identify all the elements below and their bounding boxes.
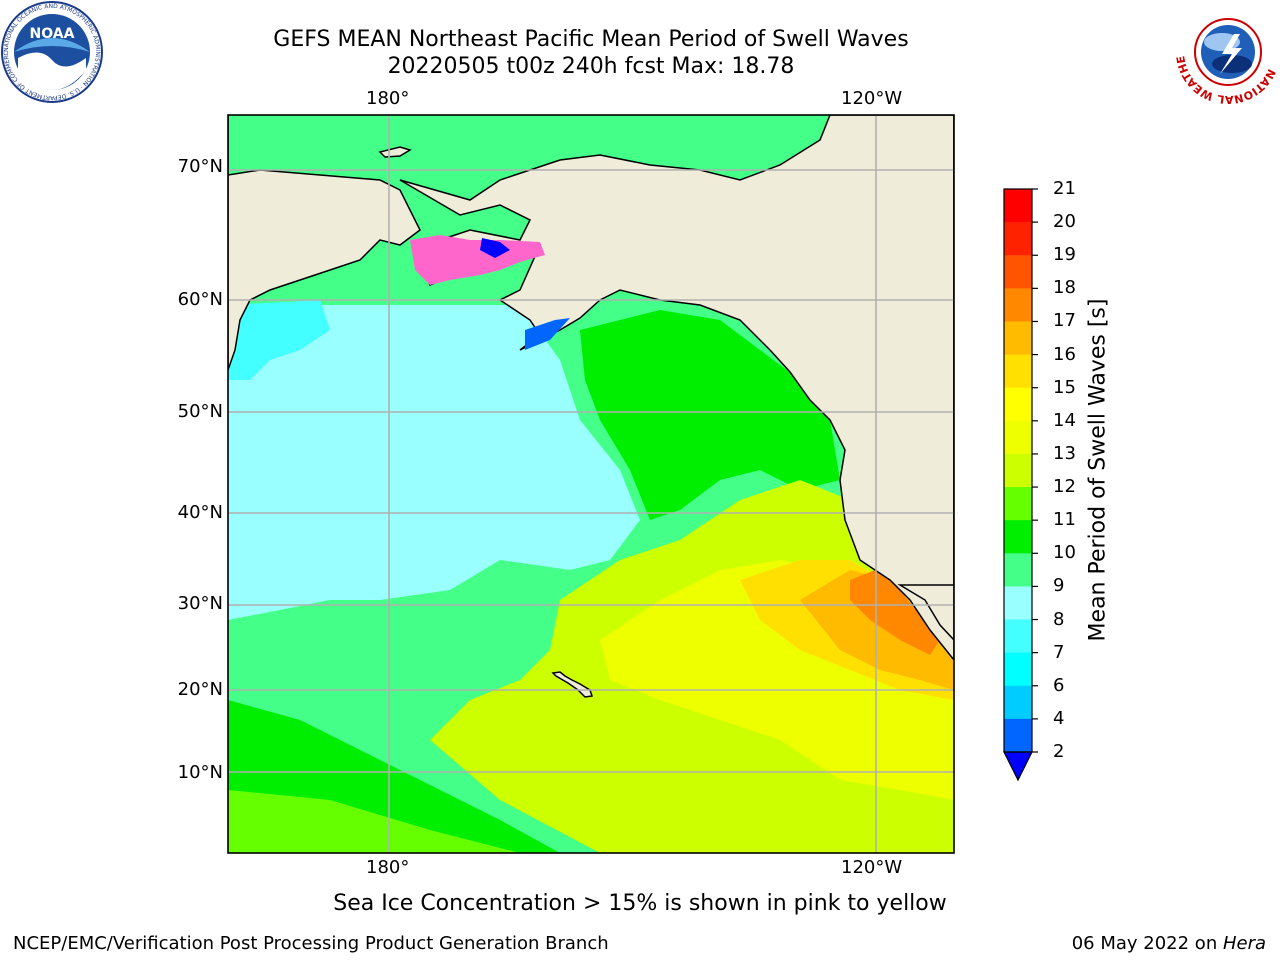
colorbar-segment [1004, 288, 1032, 322]
map-subtitle: 20220505 t00z 240h fcst Max: 18.78 [387, 54, 795, 79]
colorbar-segment [1004, 354, 1032, 389]
colorbar-frame [1003, 188, 1033, 753]
colorbar-tick-label: 2 [1053, 741, 1065, 762]
noaa-logo: NOAA NATIONAL OCEANIC AND ATMOSPHERIC AD… [0, 0, 103, 103]
lon-label-top-180: 180° [366, 88, 410, 109]
colorbar-tick-label: 20 [1053, 211, 1076, 233]
swell-region-cyan [228, 300, 330, 380]
colorbar-tick-label: 11 [1053, 509, 1076, 531]
colorbar-segment [1004, 685, 1032, 720]
colorbar-segment [1004, 652, 1032, 687]
colorbar-tick-label: 19 [1053, 244, 1076, 266]
colorbar [1003, 188, 1038, 782]
colorbar-tick-label: 14 [1053, 409, 1076, 431]
colorbar-segment [1004, 387, 1032, 422]
lat-label-50n: 50°N [177, 401, 223, 422]
island-wrangel [378, 146, 412, 158]
footer-date: 06 May 2022 on Hera [1072, 933, 1266, 954]
colorbar-tick-label: 15 [1053, 376, 1076, 398]
land-siberia [228, 115, 421, 371]
colorbar-segment [1004, 255, 1032, 289]
colorbar-segment [1004, 189, 1032, 223]
lat-label-30n: 30°N [177, 593, 223, 614]
colorbar-segment [1004, 586, 1032, 621]
land-baja-mexico [897, 115, 954, 642]
swell-region-green-band [228, 790, 520, 853]
colorbar-segment [1004, 520, 1032, 554]
colorbar-tick-label: 21 [1053, 178, 1076, 199]
swell-region-dark-orange [850, 568, 940, 655]
colorbar-tick-label: 4 [1053, 707, 1065, 729]
nws-logo: NATIONAL WEATHER SERVICE [1176, 0, 1278, 104]
colorbar-segment [1004, 321, 1032, 356]
noaa-logo-text: NOAA [30, 26, 75, 42]
colorbar-segment [1004, 420, 1032, 455]
colorbar-segment [1004, 553, 1032, 587]
sea-ice-deep-blue [480, 238, 510, 258]
colorbar-segment [1004, 718, 1032, 753]
colorbar-tick-label: 12 [1053, 476, 1076, 498]
swell-region-orange [800, 570, 954, 690]
ice-blue-bristol [525, 318, 570, 350]
colorbar-extend-triangle [1003, 751, 1033, 782]
graticule [228, 115, 954, 853]
colorbar-tick-label: 7 [1053, 641, 1065, 663]
sea-ice-bering [410, 235, 545, 285]
footer-date-text: 06 May 2022 on [1071, 933, 1223, 954]
map-frame [227, 114, 955, 854]
colorbar-tick-label: 18 [1053, 277, 1076, 299]
colorbar-tick-label: 17 [1053, 310, 1076, 332]
colorbar-tick-label: 8 [1053, 608, 1065, 630]
colorbar-label: Mean Period of Swell Waves [s] [1085, 298, 1111, 642]
swell-region-green-north [580, 310, 840, 520]
footer-machine: Hera [1222, 933, 1266, 954]
colorbar-tick-label: 10 [1053, 542, 1076, 564]
sea-ice-note: Sea Ice Concentration > 15% is shown in … [333, 891, 947, 916]
lon-label-top-120w: 120°W [841, 88, 903, 109]
lon-label-bottom-120w: 120°W [841, 857, 903, 878]
colorbar-tick-label: 9 [1053, 575, 1065, 597]
colorbar-segment [1004, 453, 1032, 488]
lat-label-10n: 10°N [177, 762, 223, 783]
lat-label-20n: 20°N [177, 679, 223, 700]
lat-label-60n: 60°N [177, 289, 223, 310]
footer-credit: NCEP/EMC/Verification Post Processing Pr… [13, 933, 609, 954]
colorbar-tick-label: 16 [1053, 343, 1076, 365]
colorbar-segment [1004, 222, 1032, 256]
colorbar-segment [1004, 619, 1032, 654]
map-title: GEFS MEAN Northeast Pacific Mean Period … [273, 27, 909, 52]
swell-region-light-cyan [228, 305, 640, 620]
lat-label-40n: 40°N [177, 502, 223, 523]
colorbar-segment [1004, 487, 1032, 521]
colorbar-tick-label: 6 [1053, 674, 1065, 696]
colorbar-tick-label: 13 [1053, 442, 1076, 464]
lat-label-70n: 70°N [177, 156, 223, 177]
lon-label-bottom-180: 180° [366, 857, 410, 878]
